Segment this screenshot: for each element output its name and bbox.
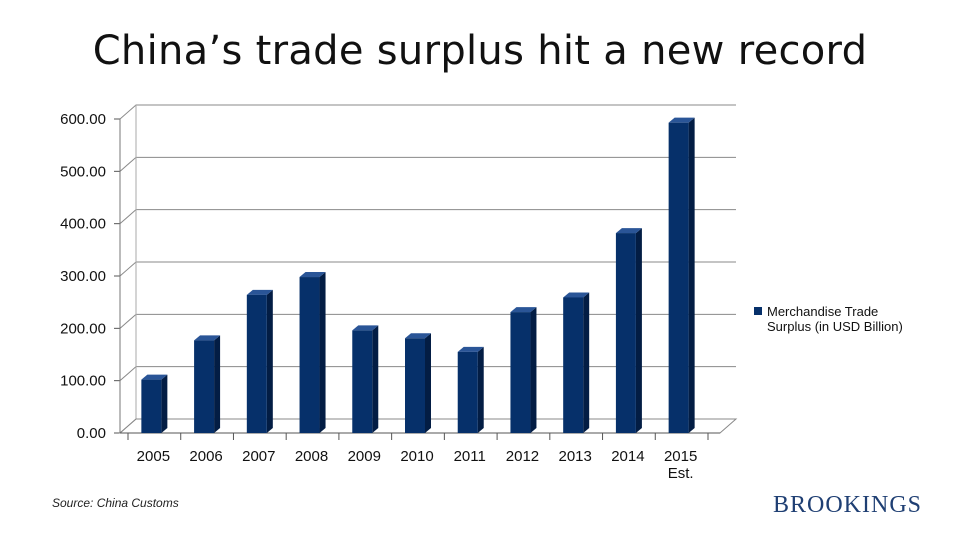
bar-front bbox=[299, 277, 320, 433]
y-tick-label: 500.00 bbox=[60, 163, 106, 180]
bar-2007 bbox=[246, 289, 273, 433]
bar-front bbox=[246, 294, 267, 433]
legend-label: Merchandise Trade bbox=[767, 304, 878, 319]
bar-side bbox=[319, 272, 326, 433]
bar-side bbox=[635, 228, 642, 433]
bar-top bbox=[668, 117, 695, 123]
bar-side bbox=[372, 325, 379, 433]
source-note: Source: China Customs bbox=[52, 496, 179, 510]
bar-top bbox=[141, 374, 168, 380]
bar-front bbox=[615, 233, 636, 433]
x-tick-label: 2008 bbox=[295, 448, 328, 465]
bar-front bbox=[194, 340, 215, 433]
bar-front bbox=[405, 338, 425, 433]
bar-top bbox=[510, 307, 537, 313]
bar-front bbox=[457, 351, 478, 433]
bar-top bbox=[405, 333, 431, 339]
y-tick-label: 0.00 bbox=[77, 425, 106, 442]
chart-bars bbox=[141, 117, 695, 433]
brookings-logo: BROOKINGS bbox=[772, 492, 922, 518]
bar-top bbox=[194, 335, 221, 341]
x-tick-label: 2010 bbox=[400, 448, 433, 465]
y-tick-label: 300.00 bbox=[60, 268, 106, 285]
bar-2011 bbox=[457, 346, 484, 433]
bar-top bbox=[563, 292, 590, 298]
bar-side bbox=[161, 374, 168, 433]
legend-swatch bbox=[754, 307, 762, 315]
page-title: China’s trade surplus hit a new record bbox=[92, 28, 868, 74]
bar-side bbox=[266, 289, 273, 433]
bar-side bbox=[477, 346, 484, 433]
x-tick-label: 2012 bbox=[506, 448, 539, 465]
bar-top bbox=[246, 289, 273, 295]
x-tick-label: 2007 bbox=[242, 448, 275, 465]
bar-front bbox=[563, 297, 584, 433]
bar-side bbox=[425, 333, 431, 433]
x-tick-label: 2006 bbox=[189, 448, 222, 465]
bar-2014 bbox=[615, 228, 642, 433]
x-tick-label: 2015 bbox=[664, 448, 697, 465]
bar-side bbox=[583, 292, 590, 433]
x-tick-label: 2005 bbox=[137, 448, 170, 465]
bar-side bbox=[688, 117, 695, 433]
x-tick-label: Est. bbox=[668, 465, 694, 482]
bar-front bbox=[352, 330, 373, 433]
bar-2013 bbox=[563, 292, 590, 433]
x-tick-label: 2013 bbox=[558, 448, 591, 465]
bar-2009 bbox=[352, 325, 379, 433]
bar-2005 bbox=[141, 374, 168, 433]
chart-labels: 0.00 100.00 200.00 300.00 400.00 500.00 600.00… bbox=[60, 111, 697, 482]
y-tick-label: 200.00 bbox=[60, 320, 106, 337]
y-tick-label: 100.00 bbox=[60, 373, 106, 390]
bar-front bbox=[510, 312, 531, 433]
bar-2012 bbox=[510, 307, 537, 433]
x-tick-label: 2009 bbox=[348, 448, 381, 465]
y-tick-label: 400.00 bbox=[60, 216, 106, 233]
x-tick-label: 2011 bbox=[454, 448, 486, 465]
bar-2006 bbox=[194, 335, 221, 433]
bar-top bbox=[352, 325, 379, 331]
bar-top bbox=[615, 228, 642, 234]
bar-top bbox=[457, 346, 484, 352]
bar-front bbox=[668, 122, 689, 433]
bar-2008 bbox=[299, 272, 326, 433]
x-tick-label: 2014 bbox=[611, 448, 644, 465]
y-tick-label: 600.00 bbox=[60, 111, 106, 128]
bar-front bbox=[141, 379, 162, 433]
bar-side bbox=[214, 335, 221, 433]
bar-2010 bbox=[405, 333, 431, 433]
bar-side bbox=[530, 307, 537, 433]
bar-2015 bbox=[668, 117, 695, 433]
bar-top bbox=[299, 272, 326, 278]
legend-label: Surplus (in USD Billion) bbox=[767, 319, 903, 334]
